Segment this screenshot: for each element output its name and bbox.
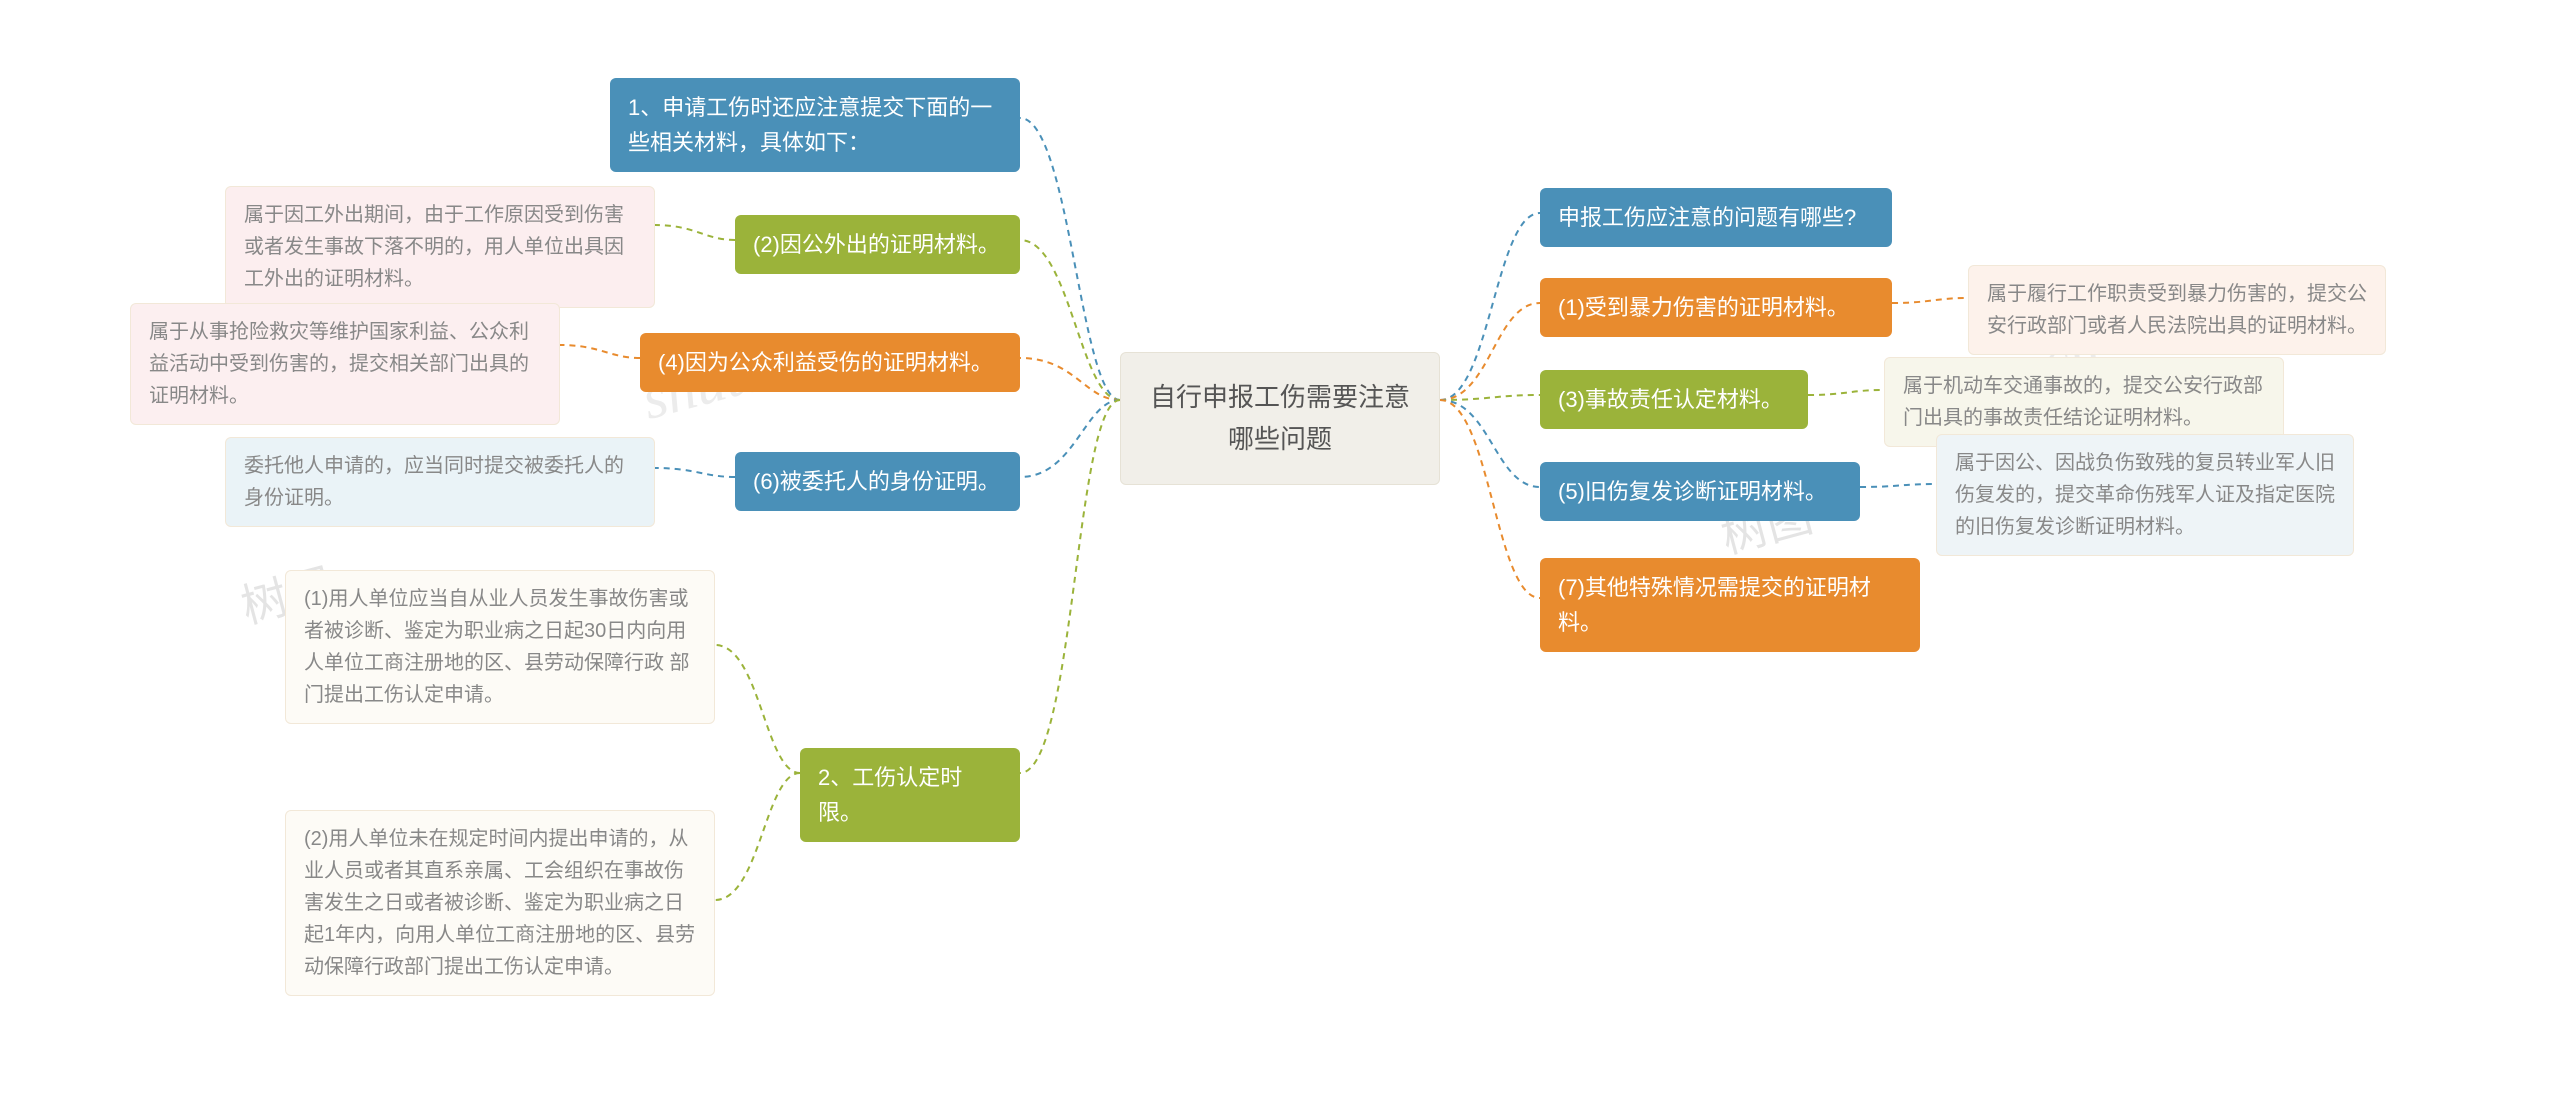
root-node: 自行申报工伤需要注意哪些问题 [1120, 352, 1440, 485]
node-L2: (2)因公外出的证明材料。 [735, 215, 1020, 274]
leaf-L5b: (2)用人单位未在规定时间内提出申请的，从业人员或者其直系亲属、工会组织在事故伤… [285, 810, 715, 996]
node-L1: 1、申请工伤时还应注意提交下面的一些相关材料，具体如下： [610, 78, 1020, 172]
node-R1: 申报工伤应注意的问题有哪些? [1540, 188, 1892, 247]
node-R5: (7)其他特殊情况需提交的证明材料。 [1540, 558, 1920, 652]
leaf-R2a: 属于履行工作职责受到暴力伤害的，提交公安行政部门或者人民法院出具的证明材料。 [1968, 265, 2386, 355]
node-R4: (5)旧伤复发诊断证明材料。 [1540, 462, 1860, 521]
leaf-L4a: 委托他人申请的，应当同时提交被委托人的身份证明。 [225, 437, 655, 527]
leaf-L3a: 属于从事抢险救灾等维护国家利益、公众利益活动中受到伤害的，提交相关部门出具的证明… [130, 303, 560, 425]
leaf-L5a: (1)用人单位应当自从业人员发生事故伤害或者被诊断、鉴定为职业病之日起30日内向… [285, 570, 715, 724]
node-L3: (4)因为公众利益受伤的证明材料。 [640, 333, 1020, 392]
node-L5: 2、工伤认定时限。 [800, 748, 1020, 842]
node-R3: (3)事故责任认定材料。 [1540, 370, 1808, 429]
node-R2: (1)受到暴力伤害的证明材料。 [1540, 278, 1892, 337]
leaf-L2a: 属于因工外出期间，由于工作原因受到伤害或者发生事故下落不明的，用人单位出具因工外… [225, 186, 655, 308]
leaf-R4a: 属于因公、因战负伤致残的复员转业军人旧伤复发的，提交革命伤残军人证及指定医院的旧… [1936, 434, 2354, 556]
node-L4: (6)被委托人的身份证明。 [735, 452, 1020, 511]
